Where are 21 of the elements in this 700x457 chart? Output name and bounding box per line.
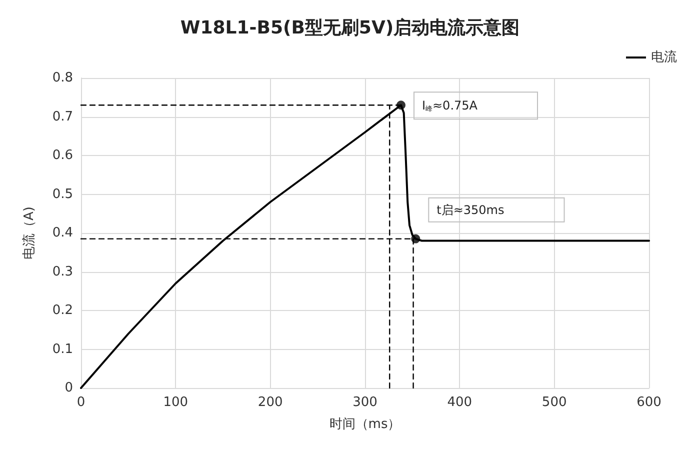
x-tick-label: 500: [542, 395, 567, 410]
y-tick-label: 0.3: [52, 264, 73, 280]
y-axis-title: 电流（A): [21, 206, 37, 260]
y-tick-label: 0.4: [52, 226, 73, 240]
annotation: t启≈350ms: [436, 202, 504, 217]
legend-label: 电流: [651, 49, 677, 65]
x-tick-label: 0: [76, 395, 86, 410]
y-tick-label: 0: [64, 380, 73, 396]
y-tick-label: 0.1: [52, 342, 73, 357]
x-tick-label: 200: [258, 395, 283, 410]
y-tick-label: 0.8: [52, 70, 73, 86]
x-tick-label: 600: [636, 395, 662, 410]
y-tick-label: 0.5: [52, 186, 73, 202]
y-tick-label: 0.6: [52, 148, 73, 163]
x-axis-title: 时间（ms）: [329, 417, 401, 432]
y-tick-label: 0.2: [52, 303, 73, 318]
x-tick-label: 100: [163, 395, 188, 410]
x-tick-label: 400: [447, 395, 472, 410]
y-tick-label: 0.7: [52, 109, 73, 124]
x-tick-label: 300: [352, 395, 378, 410]
chart-title: W18L1-B5(B型无刷5V)启动电流示意图: [180, 18, 520, 38]
